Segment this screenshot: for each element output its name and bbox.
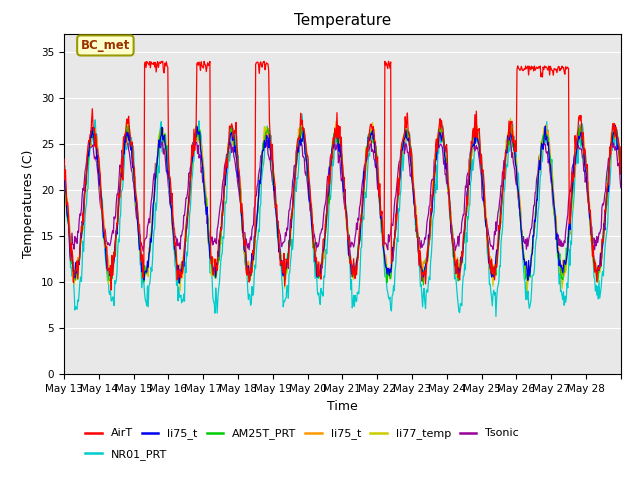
Text: BC_met: BC_met — [81, 39, 130, 52]
Title: Temperature: Temperature — [294, 13, 391, 28]
X-axis label: Time: Time — [327, 400, 358, 413]
Legend: NR01_PRT: NR01_PRT — [81, 444, 172, 464]
Y-axis label: Temperatures (C): Temperatures (C) — [22, 150, 35, 258]
